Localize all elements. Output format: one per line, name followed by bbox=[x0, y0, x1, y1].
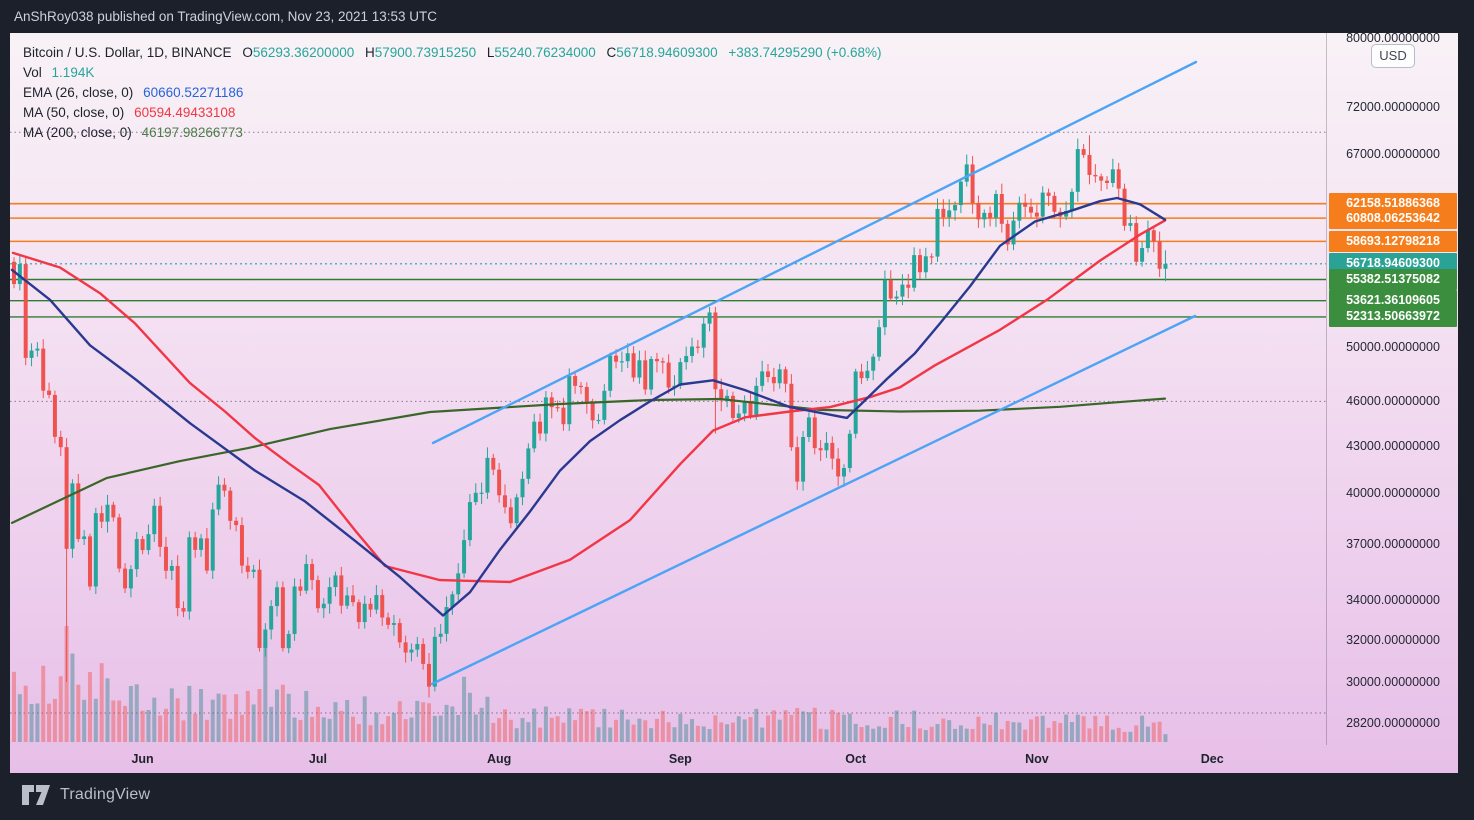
price-level-label: 58693.12798218 bbox=[1329, 230, 1457, 252]
tradingview-brand[interactable]: TradingView bbox=[21, 784, 150, 806]
volume-label: Vol bbox=[23, 65, 42, 80]
ema26-label: EMA (26, close, 0) bbox=[23, 85, 134, 100]
month-label: Nov bbox=[1025, 752, 1049, 766]
close-label: C bbox=[606, 45, 617, 60]
month-label: Sep bbox=[668, 752, 692, 766]
time-scale[interactable]: Jun Jul Aug Sep Oct Nov Dec bbox=[10, 745, 1458, 773]
month-label: Jun bbox=[131, 752, 154, 766]
brand-name: TradingView bbox=[60, 786, 151, 803]
price-level-label: 60808.06253642 bbox=[1329, 207, 1457, 229]
price-axis-tick: 32000.00000000 bbox=[1346, 632, 1440, 647]
ma50-row: MA (50, close, 0) 60594.49433108 bbox=[23, 103, 882, 123]
ema26-row: EMA (26, close, 0) 60660.52271186 bbox=[23, 83, 882, 103]
footer-bar: TradingView bbox=[0, 773, 1474, 820]
price-level-label: 52313.50663972 bbox=[1329, 306, 1457, 328]
close-value: 56718.94609300 bbox=[616, 45, 718, 60]
publish-bar: AnShRoy038 published on TradingView.com,… bbox=[0, 0, 1474, 33]
price-axis-tick: 34000.00000000 bbox=[1346, 592, 1440, 607]
volume-row: Vol 1.194K bbox=[23, 63, 882, 83]
price-axis-tick: 67000.00000000 bbox=[1346, 147, 1440, 162]
month-label: Jul bbox=[308, 752, 327, 766]
open-label: O bbox=[242, 45, 253, 60]
currency-button[interactable]: USD bbox=[1371, 44, 1415, 68]
price-scale[interactable]: 80000.00000000 72000.00000000 67000.000000… bbox=[1326, 31, 1459, 745]
publish-text: AnShRoy038 published on TradingView.com,… bbox=[14, 9, 438, 24]
volume-value: 1.194K bbox=[51, 65, 95, 80]
ma50-value: 60594.49433108 bbox=[134, 105, 236, 120]
open-value: 56293.36200000 bbox=[252, 45, 355, 60]
low-label: L bbox=[486, 45, 495, 60]
tradingview-logo-icon bbox=[22, 785, 50, 805]
price-axis-tick: 28200.00000000 bbox=[1346, 715, 1440, 730]
price-axis-tick: 80000.00000000 bbox=[1346, 31, 1440, 45]
ma50-label: MA (50, close, 0) bbox=[23, 105, 125, 120]
chart-area[interactable]: Bitcoin / U.S. Dollar, 1D, BINANCE O5629… bbox=[10, 31, 1459, 773]
symbol-title: Bitcoin / U.S. Dollar, 1D, BINANCE bbox=[23, 45, 232, 60]
ma200-row: MA (200, close, 0) 46197.98266773 bbox=[23, 123, 882, 143]
ema26-value: 60660.52271186 bbox=[143, 85, 244, 100]
high-value: 57900.73915250 bbox=[374, 45, 477, 60]
price-level-label: 53621.36109605 bbox=[1329, 290, 1457, 312]
price-axis-tick: 40000.00000000 bbox=[1346, 486, 1440, 501]
symbol-row: Bitcoin / U.S. Dollar, 1D, BINANCE O5629… bbox=[23, 43, 882, 63]
price-chart-canvas[interactable] bbox=[10, 33, 1326, 773]
high-label: H bbox=[364, 45, 375, 60]
chart-legend: Bitcoin / U.S. Dollar, 1D, BINANCE O5629… bbox=[23, 43, 882, 143]
month-label: Aug bbox=[486, 752, 512, 766]
price-axis-tick: 43000.00000000 bbox=[1346, 438, 1440, 453]
price-axis-tick: 72000.00000000 bbox=[1346, 100, 1440, 115]
price-level-label: 55382.51375082 bbox=[1329, 268, 1457, 290]
ma200-label: MA (200, close, 0) bbox=[23, 125, 132, 140]
ma200-value: 46197.98266773 bbox=[141, 125, 243, 140]
month-label: Dec bbox=[1200, 752, 1224, 766]
price-axis-tick: 37000.00000000 bbox=[1346, 537, 1440, 552]
price-axis-tick: 30000.00000000 bbox=[1346, 675, 1440, 690]
change-value: +383.74295290 (+0.68%) bbox=[728, 45, 882, 60]
month-label: Oct bbox=[845, 752, 867, 766]
price-axis-tick: 50000.00000000 bbox=[1346, 339, 1440, 354]
price-axis-tick: 46000.00000000 bbox=[1346, 394, 1440, 409]
low-value: 55240.76234000 bbox=[494, 45, 596, 60]
